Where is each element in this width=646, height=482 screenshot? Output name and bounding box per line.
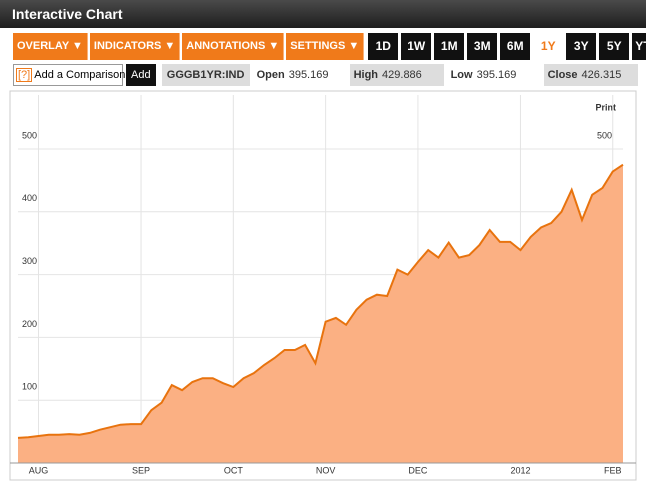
quote-field: High 429.886	[349, 64, 444, 86]
toolbar: OVERLAY ▼ INDICATORS ▼ ANNOTATIONS ▼ SETTIN…	[13, 33, 646, 60]
x-tick-label: SEP	[132, 465, 150, 475]
y-tick-label-right: 500	[597, 130, 612, 140]
range-button[interactable]: 1W	[401, 33, 432, 60]
quote-field: Open 395.169	[253, 64, 347, 86]
quote-label: High	[353, 69, 379, 81]
quote-field: Close 426.315	[543, 64, 638, 86]
quote-field: Low 395.169	[447, 64, 541, 86]
placeholder: Add a Comparison	[34, 69, 126, 81]
menu-button[interactable]: OVERLAY ▼	[13, 33, 88, 60]
range-button[interactable]: 3M	[467, 33, 498, 60]
range-button[interactable]: YTD	[632, 33, 646, 60]
quote-row: [?] Add a Comparison Add GGGB1YR:IND Open…	[13, 64, 638, 86]
y-tick-label: 500	[22, 130, 37, 140]
range-button[interactable]: 1D	[368, 33, 399, 60]
y-tick-label: 400	[22, 193, 37, 203]
range-button[interactable]: 3Y	[566, 33, 597, 60]
area	[18, 164, 623, 463]
print-link[interactable]: Print	[595, 102, 616, 112]
quote-label: Close	[547, 69, 578, 81]
x-tick-label: OCT	[224, 465, 244, 475]
range-buttons: 1D1W1M3M6M1Y3Y5YYTD	[368, 33, 646, 60]
y-tick-label: 300	[22, 256, 37, 266]
x-tick-label: 2012	[510, 465, 530, 475]
x-tick-label: AUG	[29, 465, 49, 475]
menu-button[interactable]: ANNOTATIONS ▼	[182, 33, 285, 60]
add-button[interactable]: Add	[126, 64, 156, 86]
x-tick-label: FEB	[604, 465, 622, 475]
x-tick-label: NOV	[316, 465, 336, 475]
x-tick-label: DEC	[408, 465, 428, 475]
range-button[interactable]: 1M	[434, 33, 465, 60]
comparison-input[interactable]: [?] Add a Comparison	[13, 64, 126, 86]
menu-button[interactable]: INDICATORS ▼	[89, 33, 181, 60]
header: Interactive Chart	[0, 0, 646, 28]
quote-value: 429.886	[382, 69, 422, 81]
quote-value: 395.169	[288, 69, 329, 81]
menu-button[interactable]: SETTINGS ▼	[286, 33, 365, 60]
range-button[interactable]: 5Y	[599, 33, 630, 60]
quote-value: 395.169	[476, 69, 517, 81]
y-tick-label: 200	[22, 319, 37, 329]
range-button[interactable]: 6M	[500, 33, 531, 60]
y-tick-label: 100	[22, 382, 37, 392]
range-button[interactable]: 1Y	[533, 33, 564, 60]
header-title: Interactive Chart	[12, 6, 123, 22]
quote-label: Low	[450, 69, 473, 81]
ticker: GGGB1YR:IND	[161, 64, 250, 86]
help-icon[interactable]: [?]	[16, 68, 33, 82]
line	[17, 163, 624, 439]
quote-label: Open	[256, 69, 285, 81]
quote-value: 426.315	[581, 69, 622, 81]
